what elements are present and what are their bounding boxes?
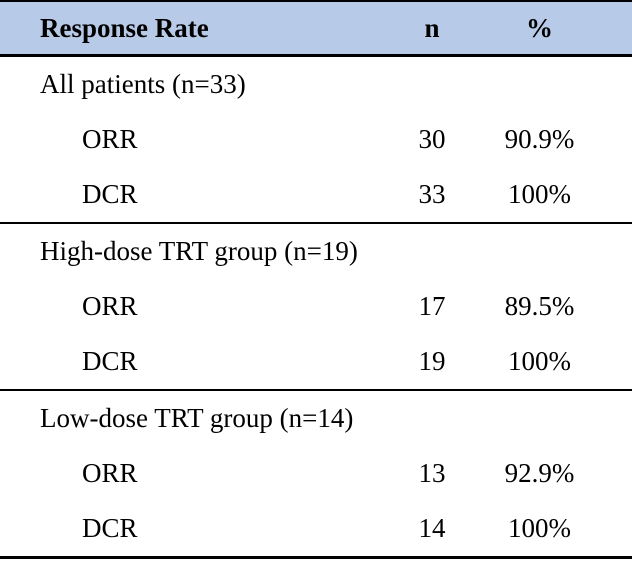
section-title-row: All patients (n=33) (0, 56, 632, 113)
column-header-response-rate: Response Rate (0, 1, 387, 57)
response-rate-table: Response Rate n % All patients (n=33) OR… (0, 0, 632, 559)
row-pct-value: 89.5% (504, 291, 575, 321)
row-pct-value: 100% (508, 179, 571, 209)
row-label: ORR (82, 124, 138, 154)
section-high-dose-trt: High-dose TRT group (n=19) ORR 17 89.5% … (0, 223, 632, 390)
row-pct-value: 90.9% (504, 124, 575, 154)
row-n-value: 33 (418, 179, 446, 209)
section-low-dose-trt: Low-dose TRT group (n=14) ORR 13 92.9% D… (0, 390, 632, 558)
table-row: ORR 17 89.5% (0, 279, 632, 334)
section-title-row: High-dose TRT group (n=19) (0, 223, 632, 279)
table-row: DCR 33 100% (0, 167, 632, 223)
column-header-percent: % (477, 1, 602, 57)
section-title-row: Low-dose TRT group (n=14) (0, 390, 632, 446)
table-header-row: Response Rate n % (0, 1, 632, 57)
header-spacer (602, 1, 632, 57)
row-label: DCR (82, 346, 138, 376)
section-title: All patients (n=33) (40, 69, 246, 99)
table-row: DCR 19 100% (0, 334, 632, 390)
table-row: ORR 13 92.9% (0, 446, 632, 501)
row-n-value: 13 (418, 458, 446, 488)
row-n-value: 17 (418, 291, 446, 321)
row-n-value: 14 (418, 513, 446, 543)
row-pct-value: 100% (508, 513, 571, 543)
row-pct-value: 100% (508, 346, 571, 376)
section-title: High-dose TRT group (n=19) (40, 236, 358, 266)
row-pct-value: 92.9% (504, 458, 575, 488)
response-rate-table-container: Response Rate n % All patients (n=33) OR… (0, 0, 632, 559)
row-label: ORR (82, 458, 138, 488)
section-title: Low-dose TRT group (n=14) (40, 403, 354, 433)
section-all-patients: All patients (n=33) ORR 30 90.9% DCR 33 … (0, 56, 632, 224)
row-label: DCR (82, 513, 138, 543)
table-header: Response Rate n % (0, 1, 632, 57)
row-n-value: 30 (418, 124, 446, 154)
table-row: ORR 30 90.9% (0, 112, 632, 167)
row-label: ORR (82, 291, 138, 321)
table-row: DCR 14 100% (0, 501, 632, 558)
column-header-n: n (387, 1, 477, 57)
row-label: DCR (82, 179, 138, 209)
row-n-value: 19 (418, 346, 446, 376)
